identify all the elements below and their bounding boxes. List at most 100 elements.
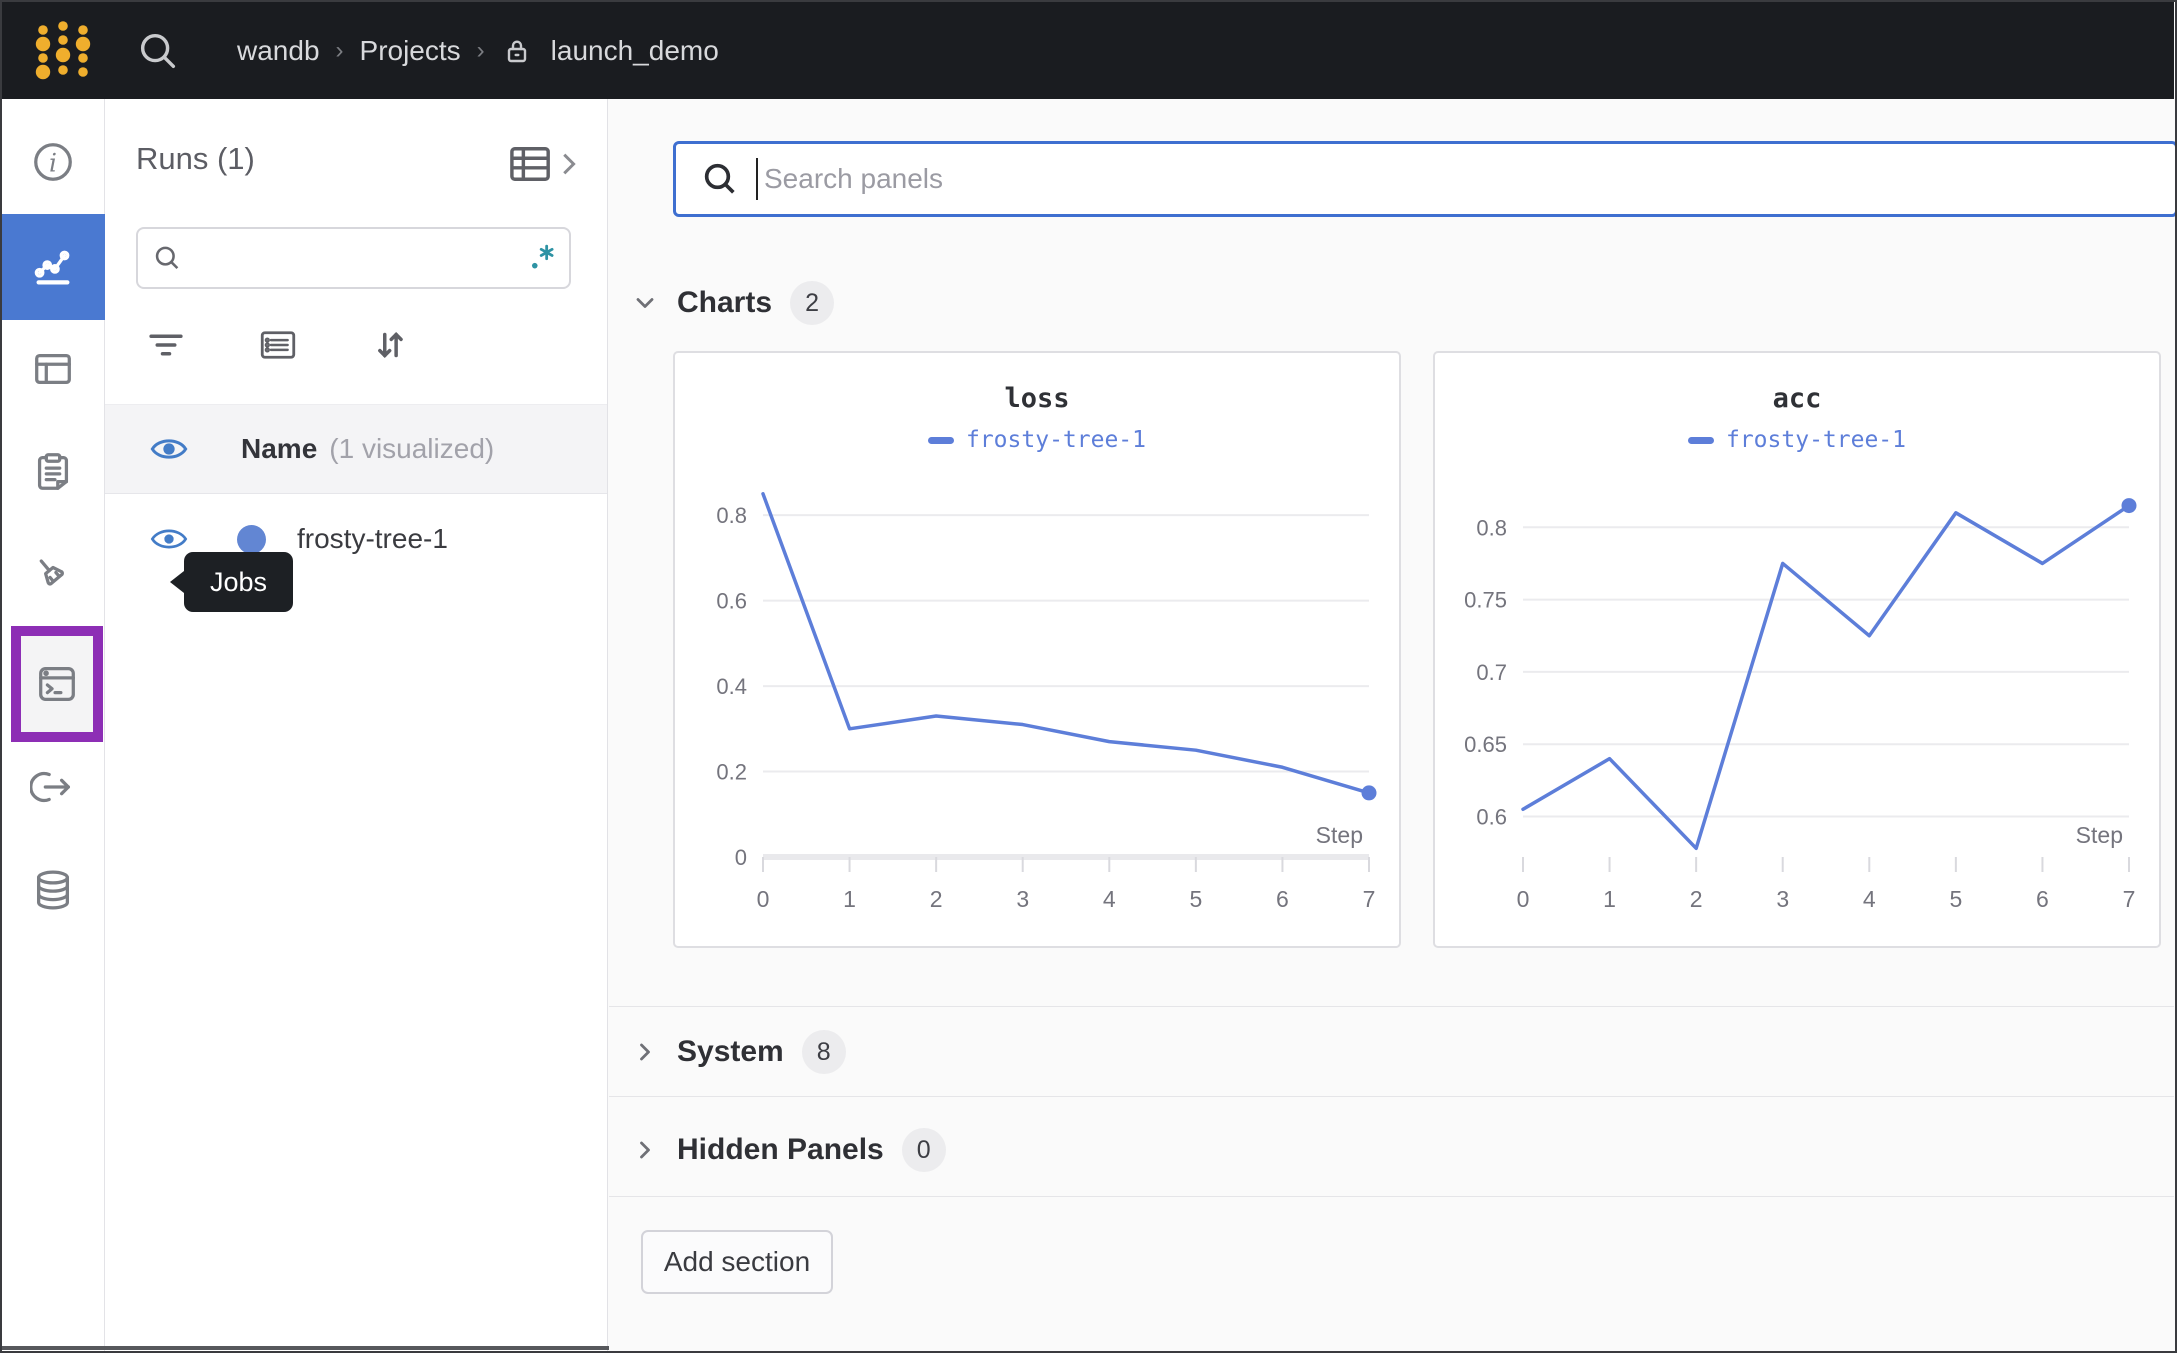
run-name[interactable]: frosty-tree-1 bbox=[297, 523, 448, 554]
sort-icon[interactable] bbox=[369, 324, 411, 366]
panels-layout-icon bbox=[35, 353, 71, 385]
section-charts-header[interactable]: Charts 2 bbox=[631, 279, 835, 327]
svg-text:6: 6 bbox=[2036, 886, 2049, 912]
runs-visualized-count: (1 visualized) bbox=[329, 433, 495, 464]
launch-link-icon bbox=[30, 771, 70, 803]
run-row-frosty-tree-1[interactable]: frosty-tree-1 bbox=[105, 495, 607, 583]
svg-text:4: 4 bbox=[1863, 886, 1876, 912]
chart-title: loss bbox=[1004, 383, 1070, 414]
breadcrumb-entity[interactable]: wandb bbox=[237, 34, 320, 66]
section-hidden-panels-header[interactable]: Hidden Panels 0 bbox=[631, 1126, 946, 1174]
regex-toggle-icon[interactable] bbox=[525, 236, 559, 280]
runs-header-name[interactable]: Name bbox=[241, 433, 318, 464]
runs-search-box bbox=[136, 227, 571, 289]
svg-text:4: 4 bbox=[1103, 886, 1116, 912]
loss-line-chart: 0 0.2 0.4 0.6 0.8 0 1 2 3 4 5 6 7 Step bbox=[716, 492, 1377, 912]
svg-text:0.7: 0.7 bbox=[1476, 660, 1507, 685]
svg-text:2: 2 bbox=[930, 886, 943, 912]
info-icon: i bbox=[34, 143, 72, 181]
sidebar-item-sweeps[interactable] bbox=[2, 527, 105, 623]
chart-title: acc bbox=[1772, 383, 1822, 414]
run-color-dot bbox=[237, 524, 266, 554]
svg-text:0.65: 0.65 bbox=[1464, 732, 1507, 757]
database-icon bbox=[36, 870, 70, 910]
sidebar-item-notes[interactable] bbox=[2, 424, 105, 520]
search-icon bbox=[155, 246, 179, 270]
svg-text:1: 1 bbox=[1603, 886, 1616, 912]
top-bar: wandb › Projects › launch_demo bbox=[2, 2, 2174, 99]
svg-text:3: 3 bbox=[1016, 886, 1029, 912]
svg-text:0.6: 0.6 bbox=[1476, 805, 1507, 830]
broom-icon bbox=[39, 559, 64, 586]
breadcrumb-separator: › bbox=[335, 36, 344, 64]
line-chart-icon bbox=[34, 250, 70, 285]
acc-line-chart: 0.6 0.65 0.7 0.75 0.8 0 1 2 3 4 5 6 7 Step bbox=[1464, 498, 2137, 912]
left-icon-rail: i bbox=[2, 99, 105, 1351]
search-icon bbox=[704, 163, 735, 194]
sidebar-item-panels[interactable] bbox=[2, 321, 105, 417]
divider bbox=[609, 1096, 2174, 1097]
svg-text:0: 0 bbox=[757, 886, 770, 912]
svg-text:0: 0 bbox=[735, 845, 747, 870]
svg-text:0.2: 0.2 bbox=[716, 760, 747, 785]
svg-text:6: 6 bbox=[1276, 886, 1289, 912]
wandb-logo-icon[interactable] bbox=[31, 18, 95, 84]
text-cursor bbox=[756, 158, 758, 200]
chevron-right-icon bbox=[563, 153, 576, 175]
legend-swatch bbox=[927, 436, 954, 444]
legend-swatch bbox=[1687, 436, 1714, 444]
chart-legend: frosty-tree-1 bbox=[1435, 427, 2159, 453]
svg-text:i: i bbox=[49, 149, 57, 178]
jobs-tooltip: Jobs bbox=[169, 552, 294, 612]
legend-run-name: frosty-tree-1 bbox=[965, 427, 1146, 453]
svg-text:7: 7 bbox=[1363, 886, 1376, 912]
svg-text:3: 3 bbox=[1776, 886, 1789, 912]
svg-text:0.8: 0.8 bbox=[1476, 515, 1507, 540]
breadcrumb-projects[interactable]: Projects bbox=[359, 34, 461, 66]
chevron-right-icon[interactable] bbox=[631, 1136, 659, 1164]
section-system-label[interactable]: System bbox=[677, 1035, 784, 1068]
runs-search-input[interactable] bbox=[182, 229, 526, 287]
chart-panel-loss[interactable]: loss frosty-tree-1 0 0.2 0.4 0.6 0.8 0 1 2 3 4 5 6 7… bbox=[673, 351, 1401, 948]
jobs-tooltip-label: Jobs bbox=[210, 566, 268, 597]
filter-icon[interactable] bbox=[145, 324, 187, 366]
svg-text:0.75: 0.75 bbox=[1464, 588, 1507, 613]
chevron-right-icon[interactable] bbox=[631, 1038, 659, 1066]
section-system-count: 8 bbox=[801, 1030, 846, 1074]
visibility-eye-icon[interactable] bbox=[149, 524, 189, 554]
sidebar-item-jobs[interactable] bbox=[11, 626, 103, 742]
sidebar-item-artifacts[interactable] bbox=[2, 842, 105, 938]
section-charts-count: 2 bbox=[790, 281, 835, 325]
section-system-header[interactable]: System 8 bbox=[631, 1028, 846, 1076]
svg-text:7: 7 bbox=[2123, 886, 2136, 912]
sidebar-item-overview[interactable]: i bbox=[2, 114, 105, 210]
window-bottom-edge bbox=[2, 1346, 609, 1350]
chart-legend: frosty-tree-1 bbox=[675, 427, 1399, 453]
workspace-main: Charts 2 loss frosty-tree-1 00.20.40.60.… bbox=[609, 99, 2175, 1351]
chart-panel-acc[interactable]: acc frosty-tree-1 0.6 0.65 0.7 0.75 0.8 0 1 2 3 4… bbox=[1433, 351, 2161, 948]
runs-controls bbox=[145, 324, 445, 368]
runs-table-expand-button[interactable] bbox=[508, 143, 580, 185]
breadcrumb-project-name[interactable]: launch_demo bbox=[550, 34, 719, 66]
visibility-eye-icon[interactable] bbox=[149, 434, 189, 464]
global-search-icon[interactable] bbox=[135, 28, 181, 74]
divider bbox=[105, 404, 607, 405]
sidebar-item-launch[interactable] bbox=[2, 739, 105, 835]
breadcrumb: wandb › Projects › launch_demo bbox=[237, 35, 719, 67]
svg-text:2: 2 bbox=[1690, 886, 1703, 912]
divider bbox=[609, 1196, 2174, 1197]
section-hidden-panels-label[interactable]: Hidden Panels bbox=[677, 1133, 884, 1166]
sidebar-item-charts[interactable] bbox=[2, 214, 105, 320]
clipboard-icon bbox=[37, 453, 69, 490]
svg-text:0: 0 bbox=[1517, 886, 1530, 912]
breadcrumb-separator: › bbox=[476, 36, 485, 64]
add-section-button[interactable]: Add section bbox=[641, 1230, 833, 1294]
section-charts-label[interactable]: Charts bbox=[677, 286, 773, 319]
lock-icon bbox=[507, 39, 526, 62]
chevron-down-icon[interactable] bbox=[631, 289, 659, 317]
svg-text:1: 1 bbox=[843, 886, 856, 912]
svg-text:0.6: 0.6 bbox=[716, 589, 747, 614]
panel-search-input[interactable] bbox=[758, 144, 2175, 214]
list-settings-icon[interactable] bbox=[257, 324, 299, 366]
